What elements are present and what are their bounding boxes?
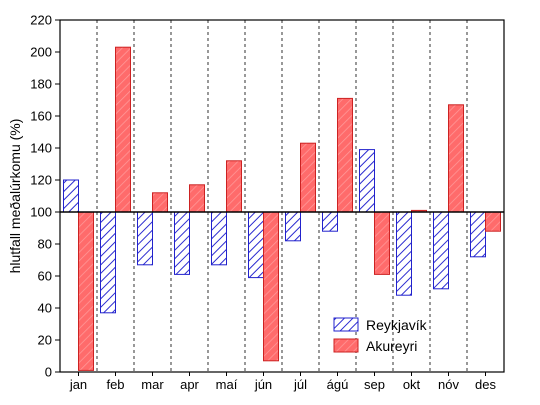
bar-reykjavk-feb — [100, 211, 116, 314]
bar-akureyri-júl — [300, 142, 316, 213]
legend-swatch-reykjavik — [333, 317, 359, 332]
x-tick-label: jan — [69, 377, 87, 392]
x-tick-label: júl — [293, 377, 307, 392]
bar-akureyri-jan — [78, 211, 94, 371]
bar-reykjavk-nóv — [433, 211, 449, 290]
y-tick-label: 160 — [30, 109, 52, 124]
legend-label-akureyri: Akureyri — [366, 338, 417, 354]
y-tick-label: 140 — [30, 141, 52, 156]
y-tick-label: 40 — [38, 301, 52, 316]
x-tick-label: maí — [216, 377, 238, 392]
bar-reykjavk-maí — [211, 211, 227, 266]
x-tick-label: mar — [141, 377, 164, 392]
bar-reykjavk-des — [470, 211, 486, 258]
bar-reykjavk-apr — [174, 211, 190, 275]
y-tick-label: 20 — [38, 333, 52, 348]
y-tick-label: 200 — [30, 45, 52, 60]
x-tick-label: okt — [403, 377, 421, 392]
bar-reykjavk-ágú — [322, 211, 338, 232]
bar-reykjavk-mar — [137, 211, 153, 266]
y-tick-label: 100 — [30, 205, 52, 220]
bar-akureyri-apr — [189, 184, 205, 213]
bar-reykjavk-jan — [63, 179, 79, 213]
bar-akureyri-feb — [115, 46, 131, 213]
x-axis: jan feb mar apr maí jún júl ágú sep okt nóv des — [69, 372, 496, 392]
y-tick-label: 0 — [45, 365, 52, 380]
y-tick-label: 60 — [38, 269, 52, 284]
bar-akureyri-nóv — [448, 104, 464, 213]
y-tick-label: 120 — [30, 173, 52, 188]
plot-frame — [59, 19, 505, 373]
bar-akureyri-sep — [374, 211, 390, 275]
legend-swatch-akureyri — [333, 338, 359, 353]
x-tick-label: feb — [106, 377, 124, 392]
bar-reykjavk-jún — [248, 211, 264, 279]
bar-akureyri-ágú — [337, 97, 353, 213]
bar-akureyri-maí — [226, 160, 242, 213]
x-tick-label: nóv — [438, 377, 459, 392]
bar-reykjavk-okt — [396, 211, 412, 296]
bars — [63, 46, 501, 371]
x-tick-label: ágú — [327, 377, 349, 392]
grid-lines — [96, 20, 468, 372]
bar-reykjavk-júl — [285, 211, 301, 242]
x-tick-label: des — [475, 377, 496, 392]
y-tick-label: 180 — [30, 77, 52, 92]
bar-akureyri-jún — [263, 211, 279, 362]
legend-label-reykjavik: Reykjavík — [366, 317, 428, 333]
y-axis: 0 20 40 60 80 100 120 140 160 180 200 220 — [30, 13, 60, 380]
bar-akureyri-des — [485, 211, 501, 232]
y-tick-label: 80 — [38, 237, 52, 252]
bar-akureyri-mar — [152, 192, 168, 213]
x-tick-label: apr — [180, 377, 199, 392]
y-axis-title: hlutfall meðalúrkomu (%) — [7, 119, 23, 274]
x-tick-label: sep — [364, 377, 385, 392]
legend: Reykjavík Akureyri — [333, 317, 428, 354]
y-tick-label: 220 — [30, 13, 52, 28]
x-tick-label: jún — [254, 377, 272, 392]
bar-reykjavk-sep — [359, 149, 375, 213]
